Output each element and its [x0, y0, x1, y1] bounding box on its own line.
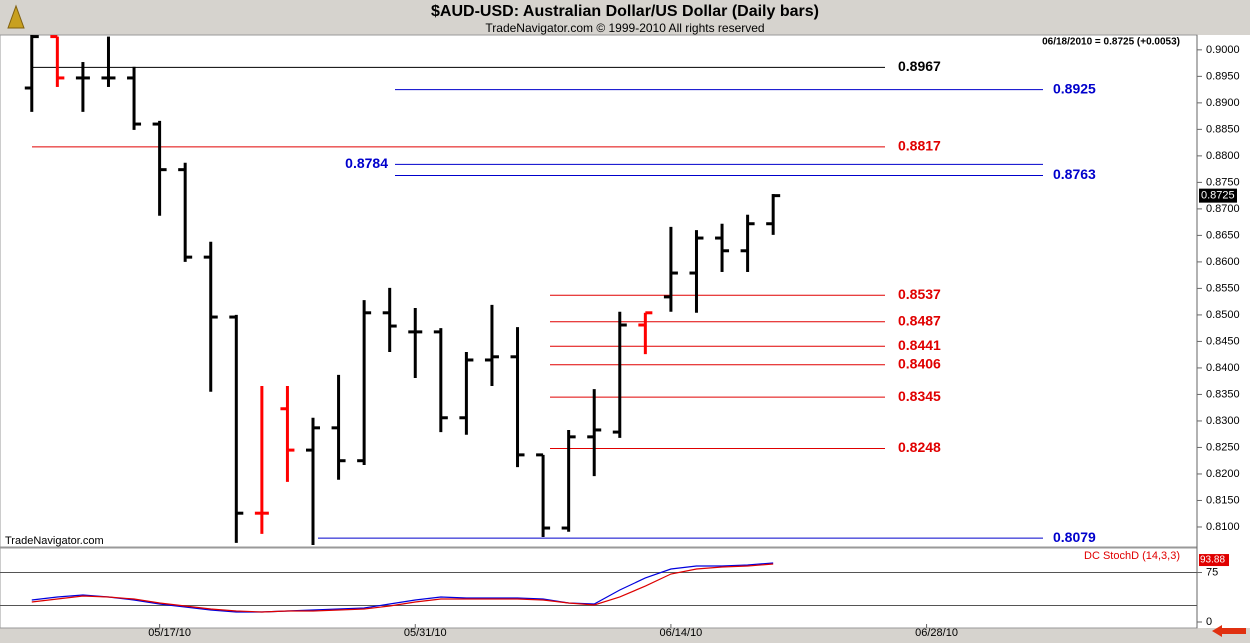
x-tick-label: 06/14/10	[659, 627, 702, 639]
logo	[7, 4, 25, 29]
level-label: 0.8537	[898, 286, 941, 302]
last-price-box	[1199, 188, 1237, 203]
indicator-y-tick-label: 0	[1206, 616, 1212, 628]
y-tick-label: 0.9000	[1206, 44, 1240, 56]
y-tick-label: 0.8100	[1206, 521, 1240, 533]
y-tick-label: 0.8350	[1206, 388, 1240, 400]
header-info: 06/18/2010 = 0.8725 (+0.0053)	[1042, 37, 1180, 48]
y-tick-label: 0.8800	[1206, 150, 1240, 162]
y-tick-label: 0.8200	[1206, 468, 1240, 480]
x-tick-label: 05/17/10	[148, 627, 191, 639]
y-tick-label: 0.8250	[1206, 441, 1240, 453]
y-tick-label: 0.8950	[1206, 70, 1240, 82]
chart-subtitle: TradeNavigator.com © 1999-2010 All right…	[485, 21, 764, 35]
y-tick-label: 0.8700	[1206, 203, 1240, 215]
y-tick-label: 0.8650	[1206, 229, 1240, 241]
watermark: TradeNavigator.com	[5, 535, 104, 547]
indicator-line	[31, 563, 774, 613]
x-tick-label: 05/31/10	[404, 627, 447, 639]
level-label: 0.8406	[898, 355, 941, 371]
indicator-value-label: 93.88	[1200, 555, 1225, 566]
indicator-title: DC StochD (14,3,3)	[1084, 550, 1180, 562]
indicator-y-tick-label: 75	[1206, 566, 1218, 578]
y-tick-label: 0.8450	[1206, 335, 1240, 347]
y-tick-label: 0.8750	[1206, 176, 1240, 188]
indicator-line	[31, 562, 774, 613]
level-label: 0.8079	[1053, 529, 1096, 545]
indicator-panel	[0, 547, 1198, 629]
y-tick-label: 0.8600	[1206, 256, 1240, 268]
level-label: 0.8248	[898, 439, 941, 455]
x-tick-label: 06/28/10	[915, 627, 958, 639]
y-axis-area	[1197, 35, 1250, 628]
y-tick-label: 0.8550	[1206, 282, 1240, 294]
price-panel	[0, 34, 1198, 548]
level-label: 0.8345	[898, 388, 941, 404]
level-label: 0.8784	[345, 155, 388, 171]
level-label: 0.8817	[898, 138, 941, 154]
y-tick-label: 0.8900	[1206, 97, 1240, 109]
last-price-label: 0.8725	[1201, 190, 1235, 202]
y-tick-label: 0.8850	[1206, 123, 1240, 135]
level-label: 0.8925	[1053, 80, 1096, 96]
y-tick-label: 0.8150	[1206, 494, 1240, 506]
indicator-value-box	[1199, 554, 1229, 567]
level-label: 0.8763	[1053, 166, 1096, 182]
level-label: 0.8967	[898, 58, 941, 74]
y-tick-label: 0.8400	[1206, 362, 1240, 374]
y-tick-label: 0.8500	[1206, 309, 1240, 321]
scroll-arrow[interactable]	[1212, 625, 1246, 637]
y-tick-label: 0.8300	[1206, 415, 1240, 427]
level-label: 0.8441	[898, 337, 941, 353]
chart-title: $AUD-USD: Australian Dollar/US Dollar (D…	[431, 3, 819, 20]
level-label: 0.8487	[898, 313, 941, 329]
